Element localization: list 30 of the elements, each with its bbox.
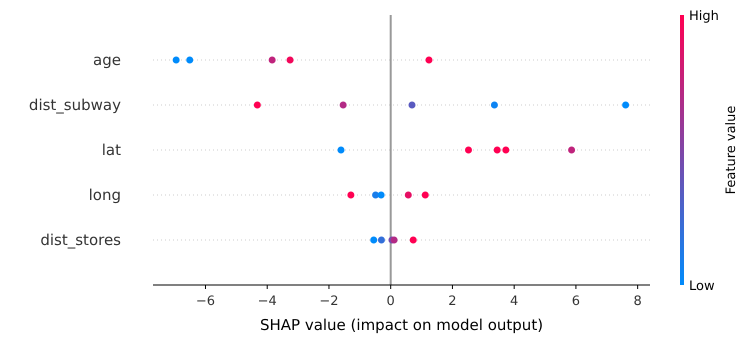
point (378, 236, 385, 244)
y-tick-label: dist_stores (40, 231, 122, 249)
point (490, 102, 498, 108)
x-tick-label: 6 (572, 294, 580, 309)
point (172, 56, 180, 64)
point (410, 236, 417, 244)
color-bar-title: Feature value (724, 106, 739, 194)
point (425, 56, 432, 64)
point (422, 192, 429, 198)
x-axis-title: SHAP value (impact on model output) (260, 316, 544, 334)
x-tick-label: 8 (634, 294, 642, 309)
y-tick-label: long (88, 186, 121, 204)
point (372, 192, 380, 198)
point (408, 102, 416, 108)
point (337, 146, 344, 154)
point (286, 56, 294, 64)
x-tick-label: −2 (319, 294, 339, 309)
y-tick-label: dist_subway (28, 96, 122, 114)
x-tick-label: 4 (510, 294, 518, 309)
color-bar-label: High (689, 9, 719, 24)
color-bar-label: Low (689, 279, 715, 294)
y-tick-label: age (93, 51, 121, 69)
x-tick-label: 0 (386, 294, 395, 309)
point (268, 56, 276, 64)
x-tick-label: 2 (448, 294, 457, 309)
point (370, 236, 378, 244)
point (404, 192, 412, 198)
x-tick-label: −4 (258, 294, 277, 309)
y-tick-label: lat (102, 141, 122, 159)
x-tick-label: −6 (196, 294, 216, 309)
